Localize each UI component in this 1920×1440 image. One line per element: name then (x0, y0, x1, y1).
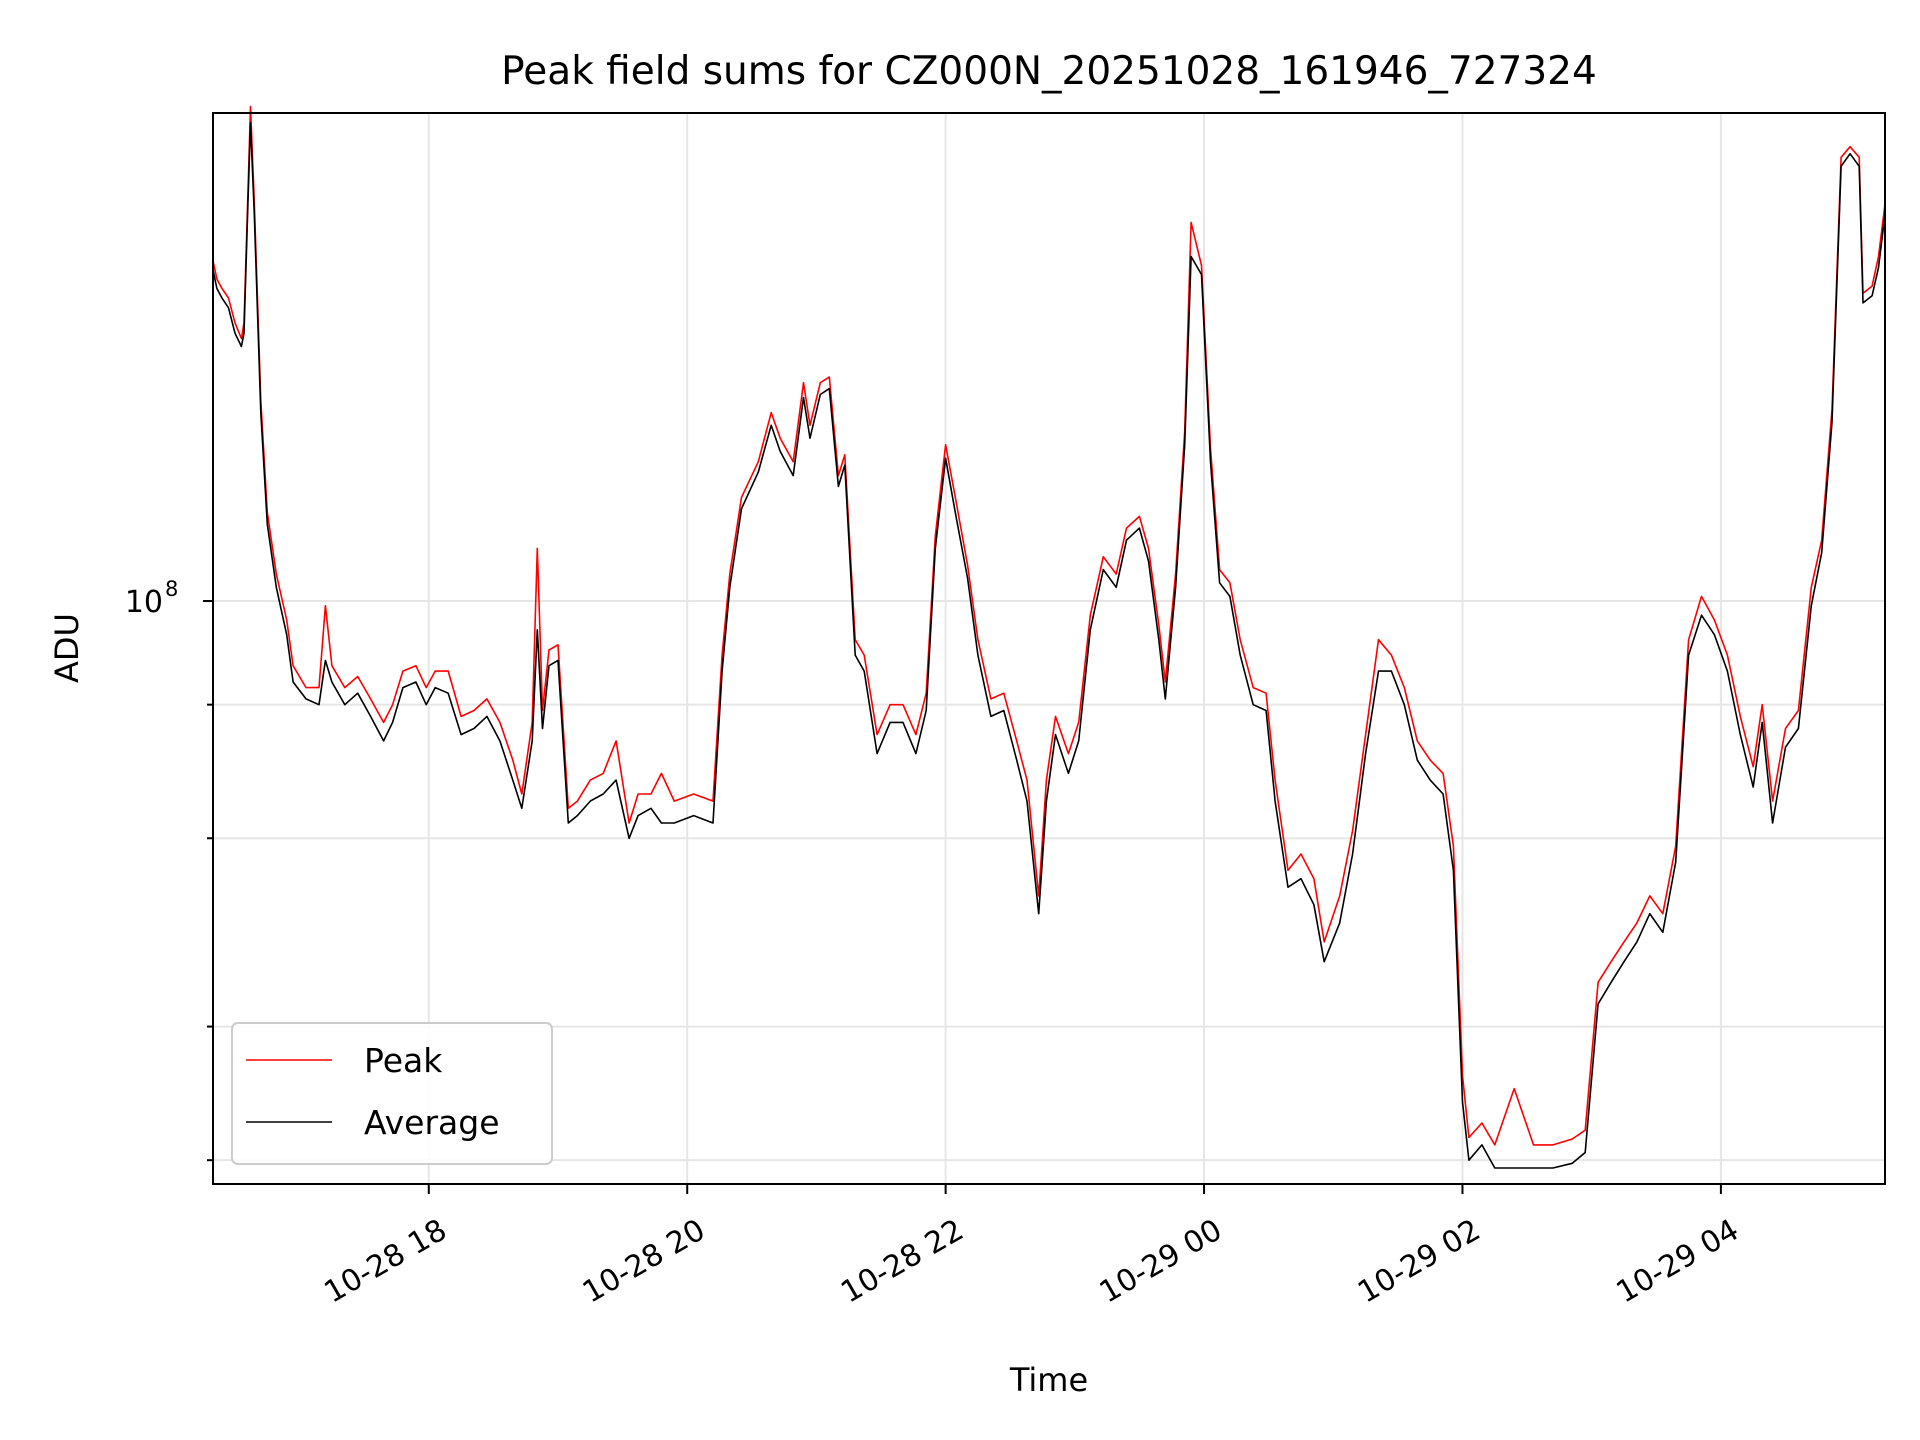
legend-label-peak: Peak (364, 1041, 443, 1080)
y-tick-label: 10 (125, 585, 163, 620)
series-layer (212, 105, 1886, 1169)
series-peak (212, 105, 1886, 1146)
legend-box (231, 1022, 553, 1165)
series-line-average (212, 122, 1886, 1169)
y-axis-label: ADU (48, 613, 86, 683)
chart-title: Peak field sums for CZ000N_20251028_1619… (501, 49, 1597, 94)
series-line-peak (212, 105, 1886, 1146)
plot-frame (212, 112, 1886, 1185)
series-average (212, 122, 1886, 1169)
legend-label-average: Average (364, 1103, 500, 1142)
grid (213, 113, 1885, 1184)
y-axis: 10 8 (125, 577, 213, 1162)
legend: Peak Average (231, 1022, 553, 1165)
y-tick-exponent: 8 (165, 577, 178, 601)
x-axis-label: Time (1009, 1361, 1088, 1399)
